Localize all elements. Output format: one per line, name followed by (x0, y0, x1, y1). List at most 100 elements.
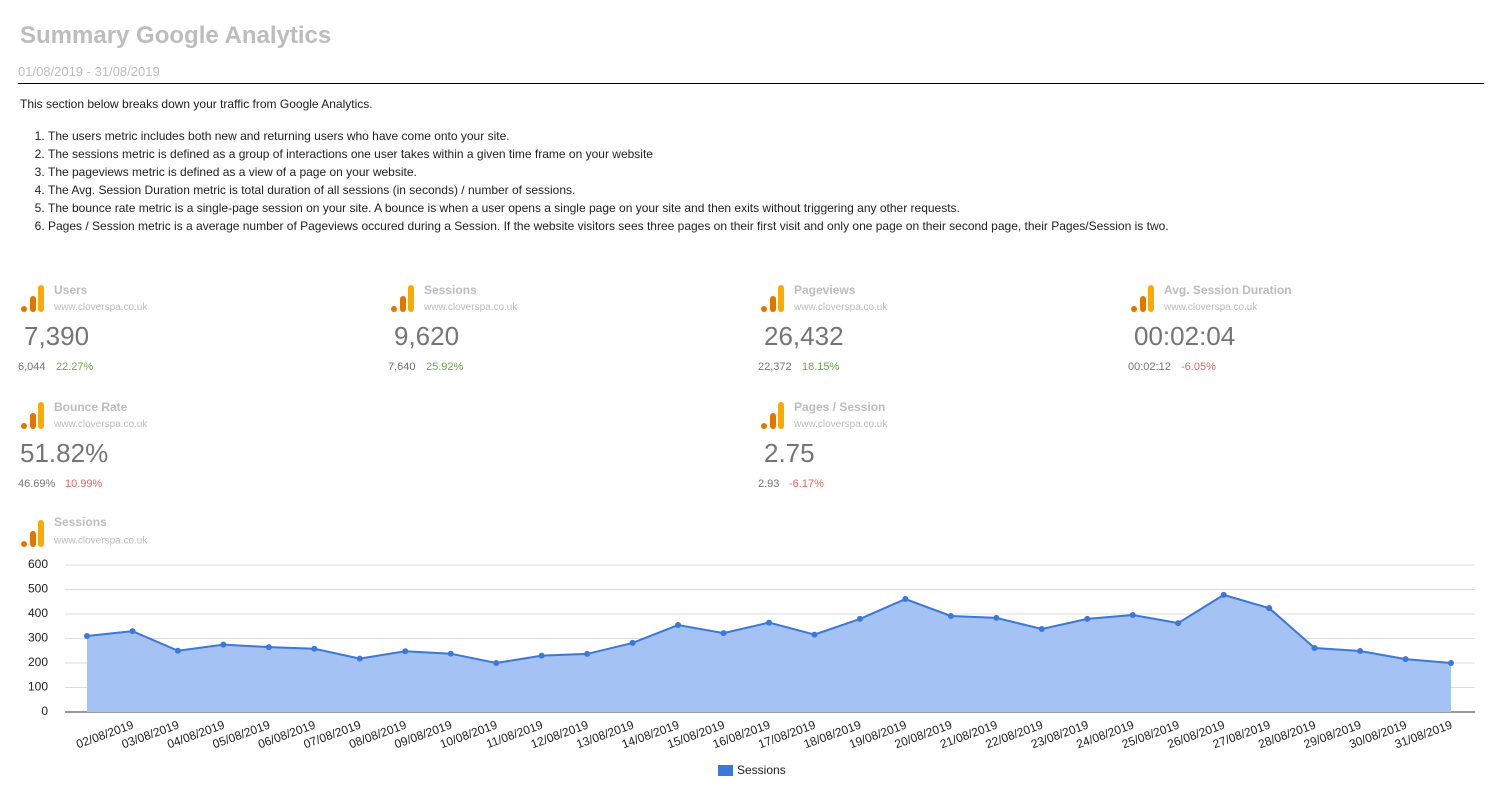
legend-swatch (718, 765, 733, 776)
metric-value: 7,390 (24, 321, 90, 351)
point (1220, 591, 1227, 598)
intro-text: This section below breaks down your traf… (20, 97, 373, 111)
icon-bar (400, 296, 406, 312)
point (993, 614, 1000, 621)
point (766, 619, 772, 626)
y-tick-label: 400 (28, 606, 48, 620)
metric-site: www.cloverspa.co.uk (54, 302, 148, 313)
metric-card: Pageviews www.cloverspa.co.uk 26,432 22,372… (758, 283, 1120, 393)
icon-bar (1148, 285, 1154, 312)
icon-bar (778, 285, 784, 312)
icon-bar (38, 285, 44, 312)
y-tick-label: 600 (28, 557, 48, 571)
point (1311, 645, 1318, 652)
point (402, 648, 409, 655)
date-range: 01/08/2019 - 31/08/2019 (18, 64, 160, 79)
metric-site: www.cloverspa.co.uk (794, 302, 888, 313)
metric-change: 25.92% (426, 361, 464, 373)
icon-bar (30, 296, 36, 312)
point (129, 628, 136, 635)
metric-card: Pages / Session www.cloverspa.co.uk 2.75 2.… (758, 400, 1120, 510)
icon-dot (21, 541, 27, 547)
legend-label: Sessions (737, 763, 786, 777)
chart-title: Sessions (54, 515, 107, 529)
metric-value: 26,432 (764, 321, 844, 351)
analytics-icon (761, 285, 784, 312)
metric-previous: 22,372 (758, 361, 792, 373)
icon-dot (391, 306, 397, 312)
y-tick-label: 500 (28, 582, 48, 596)
metric-value: 9,620 (394, 321, 460, 351)
point (675, 622, 682, 629)
note-item: The users metric includes both new and r… (48, 127, 1169, 145)
icon-dot (21, 423, 27, 429)
point (629, 639, 636, 646)
point (811, 631, 818, 638)
point (265, 644, 272, 651)
point (311, 645, 318, 652)
metric-previous: 7,640 (388, 361, 416, 373)
analytics-icon (761, 402, 784, 429)
metric-value: 2.75 (764, 438, 815, 468)
metric-previous: 6,044 (18, 361, 46, 373)
metric-site: www.cloverspa.co.uk (794, 419, 888, 430)
chart: Sessions www.cloverspa.co.uk 0 100 200 300 400… (21, 515, 1475, 777)
icon-dot (1131, 306, 1137, 312)
metric-value: 00:02:04 (1134, 321, 1236, 351)
y-tick-label: 200 (28, 655, 48, 669)
metric-change: 18.15% (802, 361, 840, 373)
point (584, 650, 591, 657)
note-item: Pages / Session metric is a average numb… (48, 217, 1169, 235)
analytics-icon (1131, 285, 1154, 312)
metric-card: Sessions www.cloverspa.co.uk 9,620 7,640 25.… (388, 283, 750, 393)
point (493, 660, 500, 666)
metric-label: Avg. Session Duration (1164, 283, 1292, 297)
metric-previous: 2.93 (758, 478, 780, 490)
metric-label: Pageviews (794, 283, 856, 297)
icon-dot (761, 306, 767, 312)
icon-bar (38, 520, 44, 547)
icon-bar (770, 296, 776, 312)
metric-change: 22.27% (56, 361, 94, 373)
point (947, 612, 954, 619)
point (1175, 620, 1182, 627)
icon-bar (778, 402, 784, 429)
metric-label: Sessions (424, 283, 477, 297)
icon-bar (1140, 296, 1146, 312)
point (84, 633, 90, 640)
metric-site: www.cloverspa.co.uk (54, 419, 148, 430)
point (856, 615, 863, 622)
y-tick-label: 0 (41, 704, 48, 718)
note-item: The pageviews metric is defined as a vie… (48, 163, 1169, 181)
point (1084, 615, 1091, 622)
note-item: The sessions metric is defined as a grou… (48, 145, 1169, 163)
point (1266, 605, 1273, 612)
icon-bar (30, 531, 36, 547)
chart-subtitle: www.cloverspa.co.uk (53, 536, 148, 547)
icon-bar (38, 402, 44, 429)
point (174, 647, 181, 654)
point (1357, 647, 1364, 654)
point (902, 596, 909, 603)
page-title: Summary Google Analytics (20, 22, 332, 49)
y-tick-label: 100 (28, 680, 48, 694)
point (220, 641, 227, 648)
metric-change: -6.17% (789, 478, 824, 490)
divider (18, 83, 1484, 84)
icon-bar (408, 285, 414, 312)
metric-card: Users www.cloverspa.co.uk 7,390 6,044 22.27% (18, 283, 380, 393)
point (1038, 625, 1045, 632)
point (356, 655, 363, 662)
point (538, 652, 545, 659)
metric-label: Bounce Rate (54, 400, 128, 414)
note-item: The bounce rate metric is a single-page … (48, 199, 1169, 217)
metric-label: Users (54, 283, 88, 297)
analytics-icon (391, 285, 414, 312)
icon-dot (761, 423, 767, 429)
point (720, 630, 727, 637)
analytics-icon (21, 285, 44, 312)
note-item: The Avg. Session Duration metric is tota… (48, 181, 1169, 199)
point (1402, 656, 1409, 663)
metric-previous: 46.69% (18, 478, 56, 490)
